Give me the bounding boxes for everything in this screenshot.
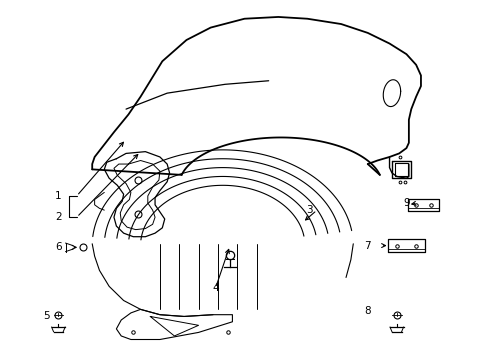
- Text: 6: 6: [55, 242, 61, 252]
- Text: 5: 5: [43, 311, 49, 321]
- Text: 8: 8: [364, 306, 370, 316]
- Text: 2: 2: [55, 212, 61, 222]
- Text: 7: 7: [364, 240, 370, 251]
- Text: 1: 1: [55, 191, 61, 201]
- Text: 3: 3: [306, 205, 312, 215]
- Text: 4: 4: [212, 283, 218, 293]
- Text: 9: 9: [402, 198, 409, 208]
